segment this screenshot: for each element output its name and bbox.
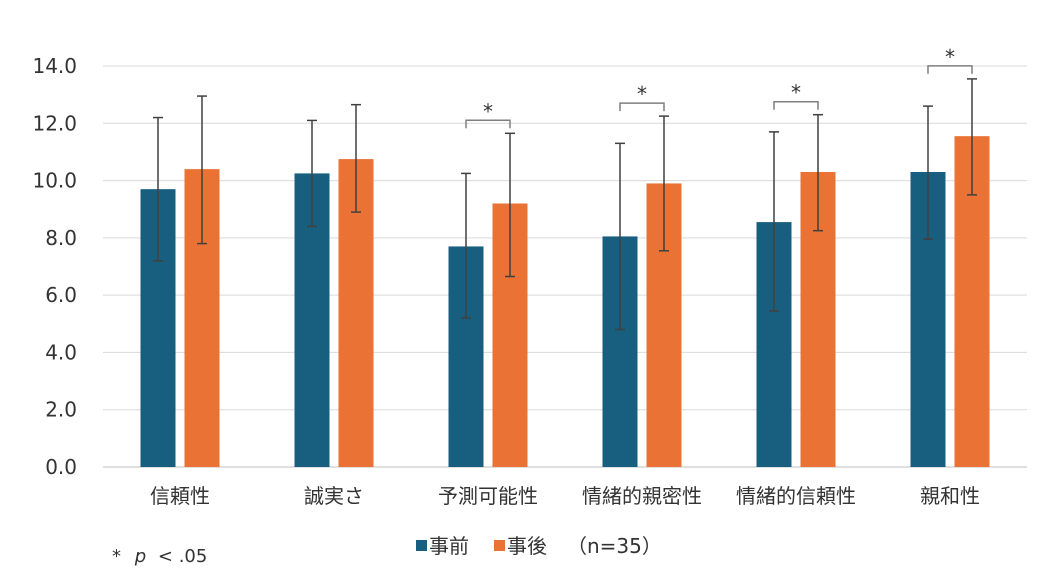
- significance-note: * p < .05: [112, 546, 207, 567]
- legend-swatch-post: [494, 540, 505, 551]
- legend: 事前 事後 （n=35）: [416, 534, 662, 558]
- significance-star: *: [483, 99, 493, 123]
- significance-bracket: [927, 65, 973, 74]
- error-bars: [153, 78, 977, 331]
- category-label: 情緒的信頼性: [736, 484, 856, 508]
- y-axis-ticks: 0.0 2.0 4.0 6.0 8.0 10.0 12.0 14.0: [32, 54, 77, 479]
- significance-bracket: [465, 119, 511, 129]
- significance-bracket: [619, 102, 665, 112]
- x-axis-category-labels: 信頼性 誠実さ 予測可能性 情緒的親密性 情緒的信頼性 親和性: [150, 484, 980, 508]
- y-tick-label: 10.0: [32, 169, 77, 193]
- y-tick-label: 6.0: [45, 283, 77, 307]
- category-label: 予測可能性: [438, 484, 538, 508]
- note-star: *: [112, 546, 121, 567]
- significance-star: *: [637, 82, 647, 106]
- category-label: 誠実さ: [304, 484, 364, 508]
- category-label: 情緒的親密性: [582, 484, 702, 508]
- legend-sample-size: （n=35）: [567, 534, 662, 558]
- gridlines: [103, 65, 1027, 468]
- significance-star: *: [791, 81, 801, 105]
- y-tick-label: 12.0: [32, 111, 77, 135]
- y-tick-label: 14.0: [32, 54, 77, 78]
- significance-bracket: [773, 100, 819, 110]
- bars: [140, 136, 990, 468]
- note-threshold: < .05: [158, 546, 207, 567]
- legend-swatch-pre: [416, 540, 427, 551]
- y-tick-label: 8.0: [45, 226, 77, 250]
- y-tick-label: 2.0: [45, 398, 77, 422]
- significance-note-text: * p < .05: [112, 546, 207, 567]
- category-label: 親和性: [920, 484, 980, 508]
- legend-label-post: 事後: [507, 534, 547, 558]
- significance-star: *: [945, 45, 955, 69]
- y-tick-label: 4.0: [45, 340, 77, 364]
- note-p: p: [134, 546, 146, 567]
- significance-markers: * * * *: [465, 45, 973, 129]
- y-tick-label: 0.0: [45, 455, 77, 479]
- category-label: 信頼性: [150, 484, 210, 508]
- legend-label-pre: 事前: [429, 534, 469, 558]
